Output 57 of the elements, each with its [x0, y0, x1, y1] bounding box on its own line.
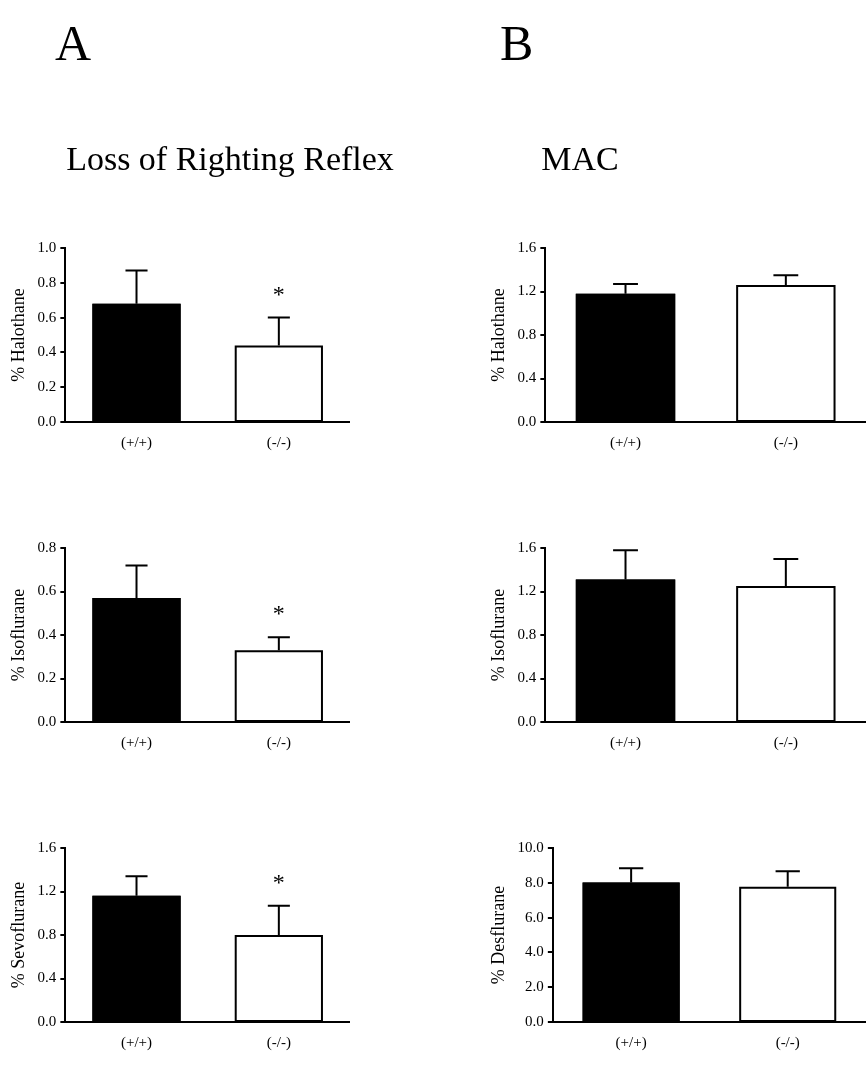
y-tick-label: 2.0 [525, 978, 544, 995]
y-tick-label: 0.2 [37, 669, 57, 686]
y-tick-label: 0.4 [517, 369, 537, 386]
y-tick-label: 1.6 [517, 538, 537, 555]
y-axis-title: % Desflurane [487, 885, 508, 985]
x-tick-label: (-/-) [266, 433, 291, 451]
y-axis-title: % Isoflurane [7, 588, 28, 682]
y-tick-label: 0.8 [37, 538, 57, 555]
annotation: * [272, 600, 285, 627]
x-tick-label: (+/+) [609, 733, 642, 751]
y-tick-label: 8.0 [525, 873, 544, 890]
y-tick-label: 0.4 [37, 969, 57, 986]
y-tick-label: 0.0 [517, 412, 537, 429]
y-tick-label: 0.0 [37, 412, 57, 429]
x-tick-label: (-/-) [775, 1033, 800, 1051]
y-tick-label: 0.2 [37, 378, 57, 395]
y-tick-label: 0.0 [525, 1012, 544, 1029]
y-tick-label: 10.0 [517, 838, 544, 855]
chart-subtitle: Loss of Righting Reflex [65, 140, 395, 177]
y-tick-label: 0.8 [517, 325, 537, 342]
y-tick-label: 0.6 [37, 308, 57, 325]
y-tick-label: 1.2 [517, 582, 537, 599]
y-tick-label: 0.6 [37, 582, 57, 599]
x-tick-label: (+/+) [120, 1033, 153, 1051]
y-tick-label: 1.2 [37, 882, 57, 899]
y-tick-label: 1.2 [517, 282, 537, 299]
x-tick-label: (+/+) [615, 1033, 647, 1051]
annotation: * [272, 280, 285, 307]
chart-title: A [55, 15, 92, 71]
x-tick-label: (-/-) [266, 1033, 291, 1051]
x-tick-label: (-/-) [773, 433, 798, 451]
y-tick-label: 1.6 [517, 238, 537, 255]
y-tick-label: 0.8 [37, 925, 57, 942]
x-tick-label: (-/-) [773, 733, 798, 751]
y-tick-label: 1.0 [37, 238, 57, 255]
y-tick-label: 0.8 [37, 273, 57, 290]
y-tick-label: 0.0 [37, 1012, 57, 1029]
x-tick-label: (+/+) [120, 433, 153, 451]
chart-subtitle: MAC [540, 140, 620, 177]
y-tick-label: 0.8 [517, 625, 537, 642]
y-tick-label: 1.6 [37, 838, 57, 855]
y-tick-label: 0.0 [517, 712, 537, 729]
y-axis-title: % Isoflurane [487, 588, 508, 682]
y-axis-title: % Sevoflurane [7, 881, 28, 989]
y-tick-label: 0.0 [37, 712, 57, 729]
y-tick-label: 0.4 [37, 625, 57, 642]
y-tick-label: 4.0 [525, 943, 544, 960]
annotation: * [272, 868, 285, 895]
y-tick-label: 0.4 [517, 669, 537, 686]
y-axis-title: % Halothane [7, 288, 28, 382]
y-axis-title: % Halothane [487, 288, 508, 382]
chart-title: B [500, 15, 534, 71]
x-tick-label: (+/+) [120, 733, 153, 751]
x-tick-label: (+/+) [609, 433, 642, 451]
y-tick-label: 6.0 [525, 908, 544, 925]
y-tick-label: 0.4 [37, 343, 57, 360]
x-tick-label: (-/-) [266, 733, 291, 751]
